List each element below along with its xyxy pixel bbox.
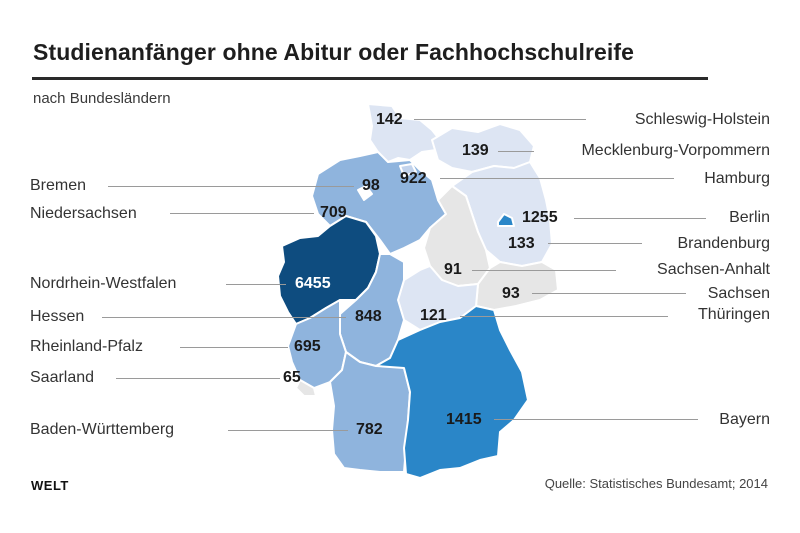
region-saarland (295, 379, 317, 397)
region-baden-wuerttemberg (329, 351, 411, 473)
value-sachsen-anhalt: 91 (444, 261, 462, 278)
source-note: Quelle: Statistisches Bundesamt; 2014 (544, 476, 768, 491)
value-berlin: 1255 (522, 209, 558, 226)
value-bayern: 1415 (446, 411, 482, 428)
value-nordrhein-westfalen: 6455 (295, 275, 331, 292)
label-brandenburg: Brandenburg (677, 235, 770, 252)
value-saarland: 65 (283, 369, 301, 386)
label-nordrhein-westfalen: Nordrhein-Westfalen (30, 275, 177, 292)
leader-line-brandenburg (548, 243, 642, 244)
label-berlin: Berlin (729, 209, 770, 226)
value-brandenburg: 133 (508, 235, 535, 252)
chart-subtitle: nach Bundesländern (33, 90, 171, 107)
value-schleswig-holstein: 142 (376, 111, 403, 128)
title-divider (32, 77, 708, 80)
value-baden-wuerttemberg: 782 (356, 421, 383, 438)
leader-line-niedersachsen (170, 213, 314, 214)
leader-line-mecklenburg-vorpommern (498, 151, 534, 152)
leader-line-berlin (574, 218, 706, 219)
leader-line-bayern (494, 419, 698, 420)
region-berlin (497, 213, 515, 227)
label-saarland: Saarland (30, 369, 95, 386)
leader-line-sachsen (532, 293, 686, 294)
label-hessen: Hessen (30, 308, 85, 325)
leader-line-sachsen-anhalt (472, 270, 616, 271)
value-mecklenburg-vorpommern: 139 (462, 142, 489, 159)
region-bayern (375, 305, 529, 479)
value-hessen: 848 (355, 308, 382, 325)
value-niedersachsen: 709 (320, 204, 347, 221)
value-bremen: 98 (362, 177, 380, 194)
label-mecklenburg-vorpommern: Mecklenburg-Vorpommern (581, 142, 770, 159)
welt-logo: WELT (31, 478, 69, 493)
region-schleswig-holstein (367, 103, 441, 163)
label-bayern: Bayern (719, 411, 770, 428)
region-bremen (357, 185, 373, 201)
leader-line-nordrhein-westfalen (226, 284, 286, 285)
leader-line-thueringen (460, 316, 668, 317)
leader-line-baden-wuerttemberg (228, 430, 348, 431)
label-bremen: Bremen (30, 177, 87, 194)
chart-title: Studienanfänger ohne Abitur oder Fachhoc… (33, 39, 635, 65)
label-sachsen: Sachsen (707, 285, 770, 302)
leader-line-bremen (108, 186, 354, 187)
label-baden-wuerttemberg: Baden-Württemberg (30, 421, 175, 438)
value-thueringen: 121 (420, 307, 447, 324)
leader-line-hamburg (440, 178, 674, 179)
label-rheinland-pfalz: Rheinland-Pfalz (30, 338, 143, 355)
value-hamburg: 922 (400, 170, 427, 187)
leader-line-rheinland-pfalz (180, 347, 288, 348)
region-hamburg (399, 163, 417, 177)
label-schleswig-holstein: Schleswig-Holstein (634, 111, 770, 128)
leader-line-schleswig-holstein (414, 119, 586, 120)
label-hamburg: Hamburg (704, 170, 770, 187)
label-thueringen: Thüringen (697, 306, 770, 323)
leader-line-hessen (102, 317, 346, 318)
label-sachsen-anhalt: Sachsen-Anhalt (657, 261, 770, 278)
label-niedersachsen: Niedersachsen (30, 205, 137, 222)
value-sachsen: 93 (502, 285, 520, 302)
value-rheinland-pfalz: 695 (294, 338, 321, 355)
leader-line-saarland (116, 378, 280, 379)
